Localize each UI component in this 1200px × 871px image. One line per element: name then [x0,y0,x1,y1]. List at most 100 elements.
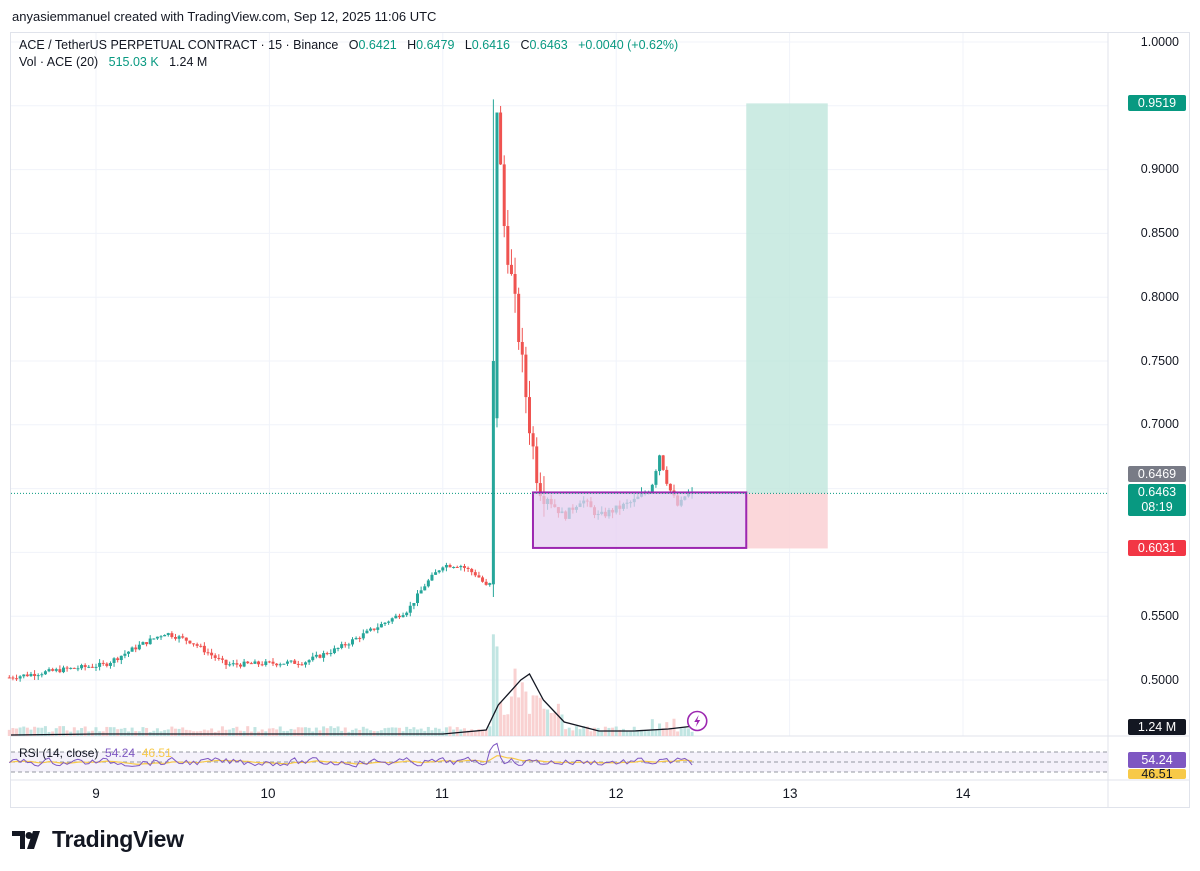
volume-bar [394,727,398,736]
rsi-pane [8,742,1108,773]
candle-body [322,653,326,658]
volume-bar [163,730,167,736]
candle-body [199,645,203,647]
rsi-tag: 54.24 [1128,752,1186,768]
volume-bar [220,726,224,736]
candle-body [18,676,22,679]
volume-label: Vol · ACE (20) [19,55,99,69]
rsi-ma-line [9,755,693,765]
candle-body [350,639,354,645]
candle-body [654,471,658,485]
candle-body [304,662,308,665]
volume-bar [528,713,531,736]
volume-bar [239,730,242,736]
volume-bar [90,730,94,736]
volume-bar [246,726,250,736]
rsi-line [8,742,693,768]
overlays [11,491,1108,732]
volume-bar [419,728,423,736]
volume-bar [224,729,228,736]
candle-body [235,663,239,665]
volume-bar [589,731,593,736]
current-price-value: 0.6463 [1137,485,1177,499]
volume-bar [600,731,604,736]
candle-body [173,637,177,639]
candle-body [524,354,528,398]
volume-bar [636,730,640,736]
volume-bar [596,727,600,736]
volume-bar [484,729,488,736]
candle-body [416,593,420,604]
volume-bar [455,727,459,736]
candle-body [61,667,65,673]
candle-body [491,361,495,585]
volume-bar [629,731,633,736]
volume-bar [325,728,329,736]
candle-body [242,661,246,667]
candle-body [282,663,286,665]
volume-bar [686,728,690,736]
stop-price-tag: 0.6031 [1128,540,1186,556]
volume-bar [343,727,347,736]
volume-bar [549,713,553,736]
candle-body [419,590,423,594]
candle-body [94,666,98,668]
y-tick-label: 0.8000 [1140,290,1179,304]
volume-bar [408,728,412,736]
volume-bar [574,726,578,736]
volume-bar [426,726,430,736]
volume-bar [390,727,394,736]
y-tick-label: 0.7000 [1140,417,1179,431]
volume-value: 515.03 K [108,55,159,69]
candle-body [69,667,73,669]
volume-bar [304,727,308,736]
candle-body [278,664,282,666]
tradingview-brand[interactable]: TradingView [12,826,184,853]
candle-body [502,164,506,227]
candle-body [426,580,430,587]
candle-body [506,226,510,265]
volume-ma-value: 1.24 M [169,55,208,69]
volume-bar [322,726,326,736]
candle-body [228,664,232,666]
volume-bar [647,730,651,736]
volume-bar [397,727,401,736]
close-value: 0.6463 [529,38,568,52]
symbol-legend: ACE / TetherUS PERPETUAL CONTRACT · 15 ·… [19,38,678,52]
volume-bar [72,727,76,736]
candle-body [11,677,15,679]
grid-lines [11,33,1189,807]
candle-body [202,645,206,653]
candle-body [246,661,250,664]
volume-bar [444,727,448,736]
candle-body [224,659,228,665]
open-label: O [348,38,359,52]
volume-bar [271,728,275,736]
candle-body [423,586,427,591]
volume-legend: Vol · ACE (20) 515.03 K 1.24 M [19,55,207,69]
candle-body [394,615,398,619]
volume-bar [542,708,546,736]
volume-bar [488,726,492,736]
volume-bar [173,728,177,736]
candle-body [372,628,376,630]
target-price-tag: 0.9519 [1128,95,1186,111]
candle-body [408,605,412,613]
candle-body [390,618,394,622]
candle-body [495,112,499,419]
volume-bars [7,634,695,736]
candle-body [65,667,69,669]
candle-body [535,446,539,484]
volume-bar [54,728,58,736]
volume-bar [206,730,210,736]
candle-body [358,637,362,639]
candle-body [401,615,405,618]
volume-bar [61,726,65,736]
candle-body [509,264,513,274]
candle-body [76,668,80,670]
candle-body [343,644,347,646]
candle-body [397,615,401,618]
candle-body [528,397,531,434]
rsi-label: RSI (14, close) [19,746,99,760]
